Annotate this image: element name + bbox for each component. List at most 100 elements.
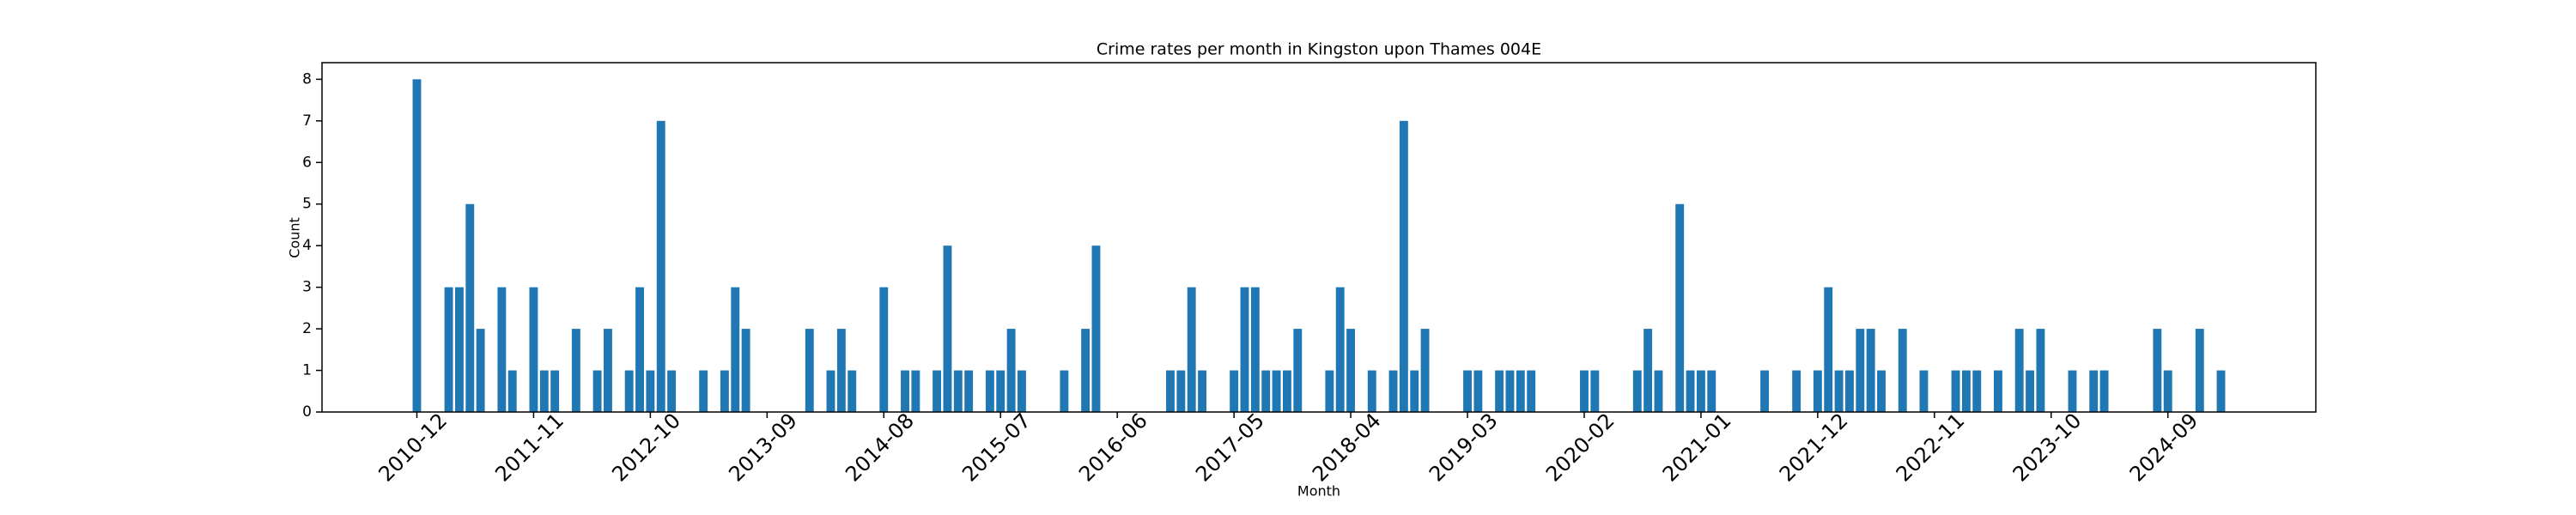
- bar: [1813, 370, 1822, 412]
- bar: [1686, 370, 1695, 412]
- bar: [1081, 329, 1091, 412]
- bar: [2216, 370, 2226, 412]
- bar: [1898, 329, 1907, 412]
- bar: [1420, 329, 1430, 412]
- bar: [1961, 370, 1971, 412]
- bar: [1282, 370, 1291, 412]
- x-tick-label: 2022-11: [1892, 409, 1970, 487]
- bar: [1473, 370, 1483, 412]
- bar: [1091, 245, 1101, 412]
- x-tick-label: 2012-10: [607, 409, 685, 487]
- bar: [805, 329, 814, 412]
- bar: [507, 370, 517, 412]
- y-tick-label: 5: [302, 196, 312, 213]
- bar: [1272, 370, 1281, 412]
- bar: [667, 370, 677, 412]
- bar: [1505, 370, 1515, 412]
- bar: [1240, 287, 1249, 412]
- y-tick-label: 1: [302, 362, 312, 379]
- bar: [1580, 370, 1589, 412]
- bar: [1654, 370, 1663, 412]
- bar: [2036, 329, 2045, 412]
- bar: [1972, 370, 1982, 412]
- bar: [1399, 120, 1408, 413]
- bar: [699, 370, 708, 412]
- bar: [964, 370, 974, 412]
- y-tick-label: 6: [302, 154, 312, 171]
- bar: [529, 287, 538, 412]
- bar: [656, 120, 665, 413]
- bar: [1335, 287, 1345, 412]
- bar: [1866, 329, 1875, 412]
- bar: [2014, 329, 2024, 412]
- bar: [1325, 370, 1334, 412]
- x-tick-label: 2015-07: [957, 409, 1036, 487]
- bar: [1495, 370, 1504, 412]
- x-tick-label: 2019-03: [1425, 409, 1503, 487]
- x-tick-label: 2023-10: [2008, 409, 2087, 487]
- x-axis-label: Month: [1297, 483, 1340, 500]
- bar: [996, 370, 1005, 412]
- x-tick-label: 2016-06: [1074, 409, 1152, 487]
- bar: [550, 370, 560, 412]
- chart-title: Crime rates per month in Kingston upon T…: [1097, 40, 1541, 59]
- x-tick-label: 2020-02: [1541, 409, 1619, 487]
- bar: [412, 79, 422, 412]
- x-tick-label: 2011-11: [490, 409, 568, 487]
- y-tick-label: 7: [302, 112, 312, 130]
- bar: [1293, 329, 1303, 412]
- bar: [911, 370, 920, 412]
- bar: [1250, 287, 1260, 412]
- bar: [720, 370, 729, 412]
- bar: [826, 370, 835, 412]
- bar: [2089, 370, 2099, 412]
- bar: [1527, 370, 1536, 412]
- y-axis-label: Count: [287, 217, 303, 258]
- x-tick-label: 2014-08: [841, 409, 919, 487]
- bar: [465, 203, 475, 412]
- bar: [1856, 329, 1865, 412]
- y-tick-label: 0: [302, 403, 312, 421]
- bar: [444, 287, 453, 412]
- bar: [1834, 370, 1844, 412]
- bar: [1919, 370, 1929, 412]
- bar: [1516, 370, 1525, 412]
- y-tick-label: 4: [302, 237, 312, 254]
- bar: [1845, 370, 1854, 412]
- bar: [985, 370, 994, 412]
- bar: [1388, 370, 1398, 412]
- bar: [943, 245, 952, 412]
- bar: [1951, 370, 1960, 412]
- bar: [1018, 370, 1026, 412]
- bar: [1198, 370, 1206, 412]
- bar: [1824, 287, 1833, 412]
- y-tick-label: 8: [302, 70, 312, 88]
- bar: [741, 329, 750, 412]
- bar: [1346, 329, 1356, 412]
- bar: [953, 370, 963, 412]
- bar: [933, 370, 942, 412]
- x-tick-label: 2017-05: [1191, 409, 1269, 487]
- bar: [476, 329, 485, 412]
- bar: [1166, 370, 1175, 412]
- x-tick-label: 2018-04: [1308, 409, 1386, 487]
- bar: [1632, 370, 1642, 412]
- bar: [836, 329, 846, 412]
- bar: [2026, 370, 2034, 412]
- bar: [1176, 370, 1186, 412]
- bar: [901, 370, 909, 412]
- x-tick-label: 2024-09: [2125, 409, 2203, 487]
- bar: [635, 287, 644, 412]
- bar: [1696, 370, 1705, 412]
- bar: [2068, 370, 2077, 412]
- bar: [604, 329, 612, 412]
- y-tick-label: 2: [302, 320, 312, 337]
- bar: [1006, 329, 1016, 412]
- bar: [571, 329, 580, 412]
- bar: [848, 370, 857, 412]
- x-tick-label: 2010-12: [374, 409, 452, 487]
- bar: [497, 287, 507, 412]
- bar: [646, 370, 655, 412]
- bar: [1261, 370, 1271, 412]
